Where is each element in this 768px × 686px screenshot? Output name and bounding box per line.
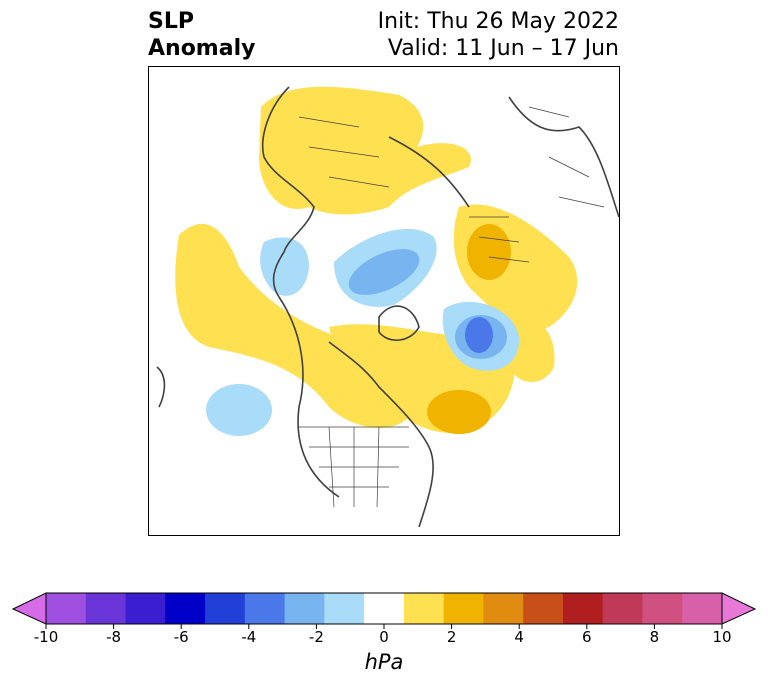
colorbar-low-extension	[11, 592, 47, 625]
colorbar-tick-label: -6	[173, 628, 189, 646]
colorbar-tick-label: 2	[446, 628, 457, 646]
colorbar-segment	[324, 593, 365, 624]
colorbar-tick-label: -4	[241, 628, 257, 646]
colorbar-segment	[165, 593, 206, 624]
colorbar-tick-label: 0	[379, 628, 389, 646]
colorbar-tick-label: -2	[308, 628, 324, 646]
strong-positive-anomaly-fill	[427, 224, 511, 434]
title-variable: SLP	[148, 9, 194, 34]
colorbar-segment	[602, 593, 643, 624]
colorbar-segment	[523, 593, 564, 624]
valid-range: Valid: 11 Jun – 17 Jun	[387, 36, 619, 61]
colorbar-segment	[403, 593, 445, 624]
colorbar-segments	[46, 593, 723, 624]
colorbar-unit: hPa	[364, 650, 404, 674]
colorbar-segment	[46, 593, 87, 624]
colorbar-segment	[244, 593, 286, 624]
colorbar-segment	[642, 593, 683, 624]
title-anomaly: Anomaly	[148, 36, 256, 61]
colorbar-segment	[205, 593, 246, 624]
strong-negative-anomaly-fill	[465, 317, 493, 353]
title-left: SLP Anomaly	[148, 8, 255, 62]
colorbar-tick-label: 10	[712, 628, 732, 646]
colorbar-segment	[85, 593, 127, 624]
colorbar-tick-label: 6	[582, 628, 592, 646]
init-date: Init: Thu 26 May 2022	[377, 9, 619, 34]
colorbar-segment	[443, 593, 484, 624]
political-borders	[298, 106, 605, 508]
colorbar-tick-label: 4	[514, 628, 524, 646]
colorbar-segment	[364, 593, 405, 624]
colorbar-high-extension	[721, 592, 757, 625]
title-right: Init: Thu 26 May 2022 Valid: 11 Jun – 17…	[378, 8, 619, 62]
coastlines	[156, 86, 619, 528]
anomaly-map	[156, 86, 619, 528]
colorbar-segment	[125, 593, 166, 624]
colorbar	[11, 592, 757, 629]
colorbar-tick-label: -10	[33, 628, 59, 646]
colorbar-segment	[562, 593, 604, 624]
colorbar-segment	[682, 593, 723, 624]
colorbar-ticks	[45, 624, 723, 629]
colorbar-tick-label: -8	[106, 628, 122, 646]
map-panel	[148, 66, 620, 536]
colorbar-tick-label: 8	[649, 628, 660, 646]
colorbar-segment	[284, 593, 325, 624]
colorbar-segment	[483, 593, 524, 624]
